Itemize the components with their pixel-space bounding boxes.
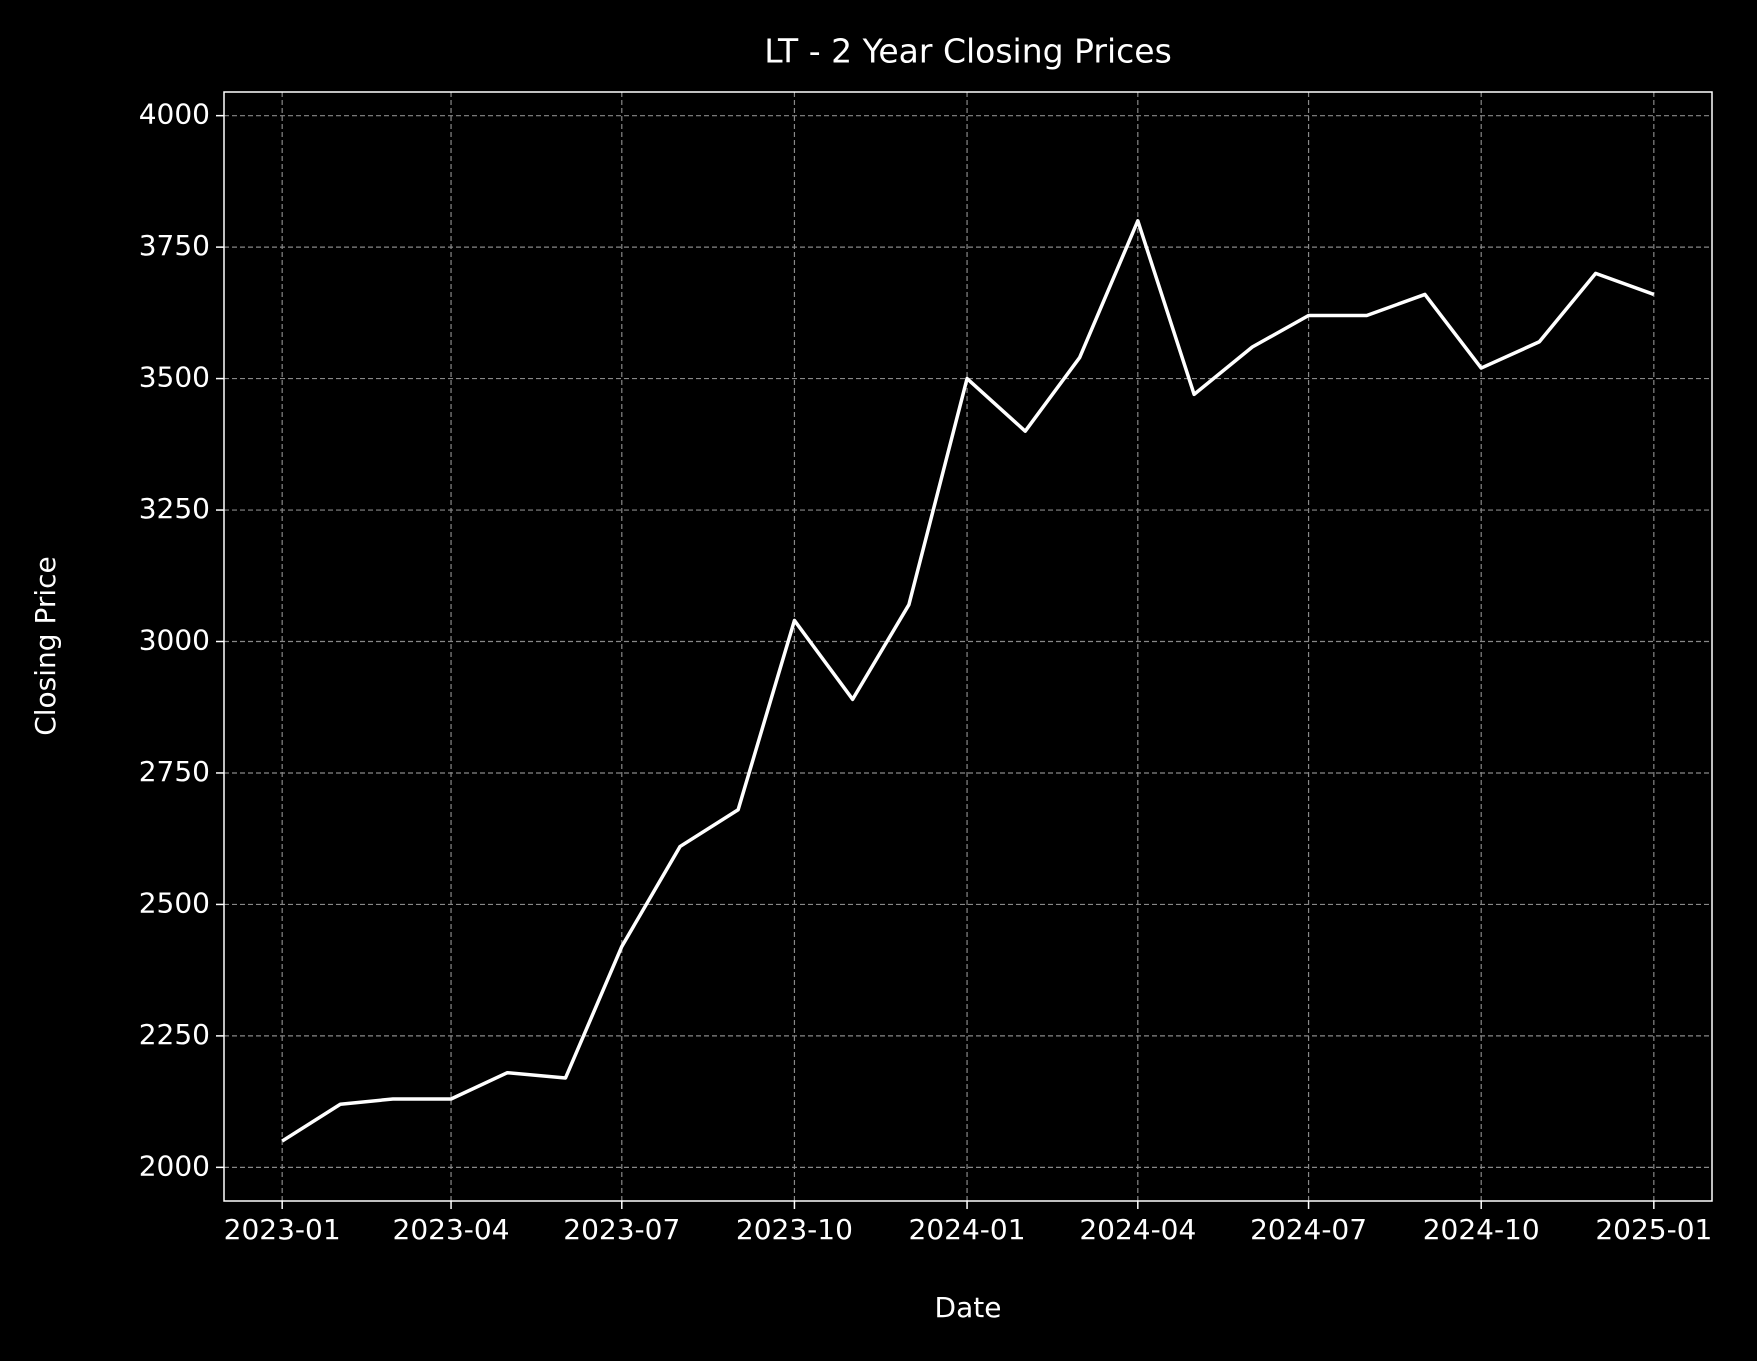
x-tick-label: 2023-04 — [393, 1213, 510, 1246]
x-axis-label: Date — [935, 1291, 1002, 1324]
y-tick-label: 2750 — [139, 755, 210, 788]
chart-title: LT - 2 Year Closing Prices — [764, 32, 1172, 71]
x-tick-label: 2023-01 — [224, 1213, 341, 1246]
y-tick-label: 4000 — [139, 98, 210, 131]
x-tick-label: 2023-10 — [736, 1213, 853, 1246]
y-tick-label: 3000 — [139, 624, 210, 657]
price-line — [281, 219, 1655, 1143]
y-tick-label: 2000 — [139, 1149, 210, 1182]
y-tick-label: 3250 — [139, 492, 210, 525]
x-tick-label: 2024-07 — [1250, 1213, 1367, 1246]
y-tick-label: 3750 — [139, 229, 210, 262]
x-tick-label: 2023-07 — [563, 1213, 680, 1246]
plot-frame — [223, 91, 1713, 1202]
x-tick-label: 2025-01 — [1595, 1213, 1712, 1246]
y-axis-label: Closing Price — [29, 556, 62, 736]
x-tick-label: 2024-10 — [1423, 1213, 1540, 1246]
y-tick-label: 3500 — [139, 361, 210, 394]
y-tick-label: 2250 — [139, 1018, 210, 1051]
y-tick-label: 2500 — [139, 886, 210, 919]
x-tick-label: 2024-04 — [1079, 1213, 1196, 1246]
x-tick-label: 2024-01 — [909, 1213, 1026, 1246]
